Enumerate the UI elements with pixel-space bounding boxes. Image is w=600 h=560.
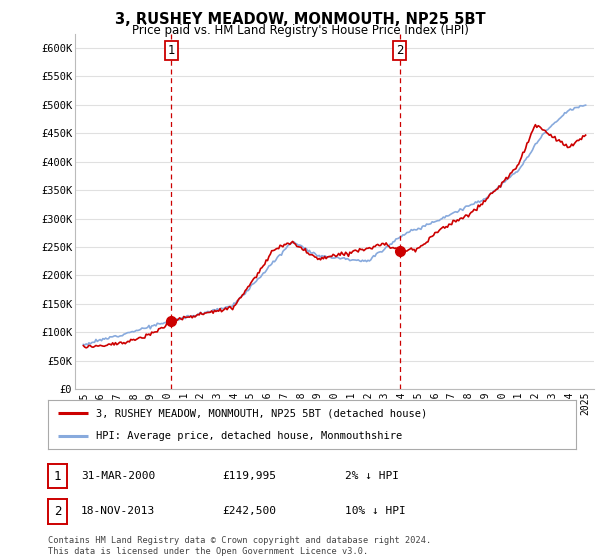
Text: 31-MAR-2000: 31-MAR-2000 [81,471,155,481]
Text: 10% ↓ HPI: 10% ↓ HPI [345,506,406,516]
Text: 2% ↓ HPI: 2% ↓ HPI [345,471,399,481]
Text: £119,995: £119,995 [222,471,276,481]
Text: Price paid vs. HM Land Registry's House Price Index (HPI): Price paid vs. HM Land Registry's House … [131,24,469,36]
Text: 18-NOV-2013: 18-NOV-2013 [81,506,155,516]
Text: HPI: Average price, detached house, Monmouthshire: HPI: Average price, detached house, Monm… [95,431,402,441]
Text: Contains HM Land Registry data © Crown copyright and database right 2024.
This d: Contains HM Land Registry data © Crown c… [48,536,431,556]
Text: 1: 1 [54,469,61,483]
Text: 3, RUSHEY MEADOW, MONMOUTH, NP25 5BT: 3, RUSHEY MEADOW, MONMOUTH, NP25 5BT [115,12,485,27]
Text: 2: 2 [396,44,403,57]
Text: 1: 1 [167,44,175,57]
Text: 2: 2 [54,505,61,518]
Text: £242,500: £242,500 [222,506,276,516]
Text: 3, RUSHEY MEADOW, MONMOUTH, NP25 5BT (detached house): 3, RUSHEY MEADOW, MONMOUTH, NP25 5BT (de… [95,408,427,418]
